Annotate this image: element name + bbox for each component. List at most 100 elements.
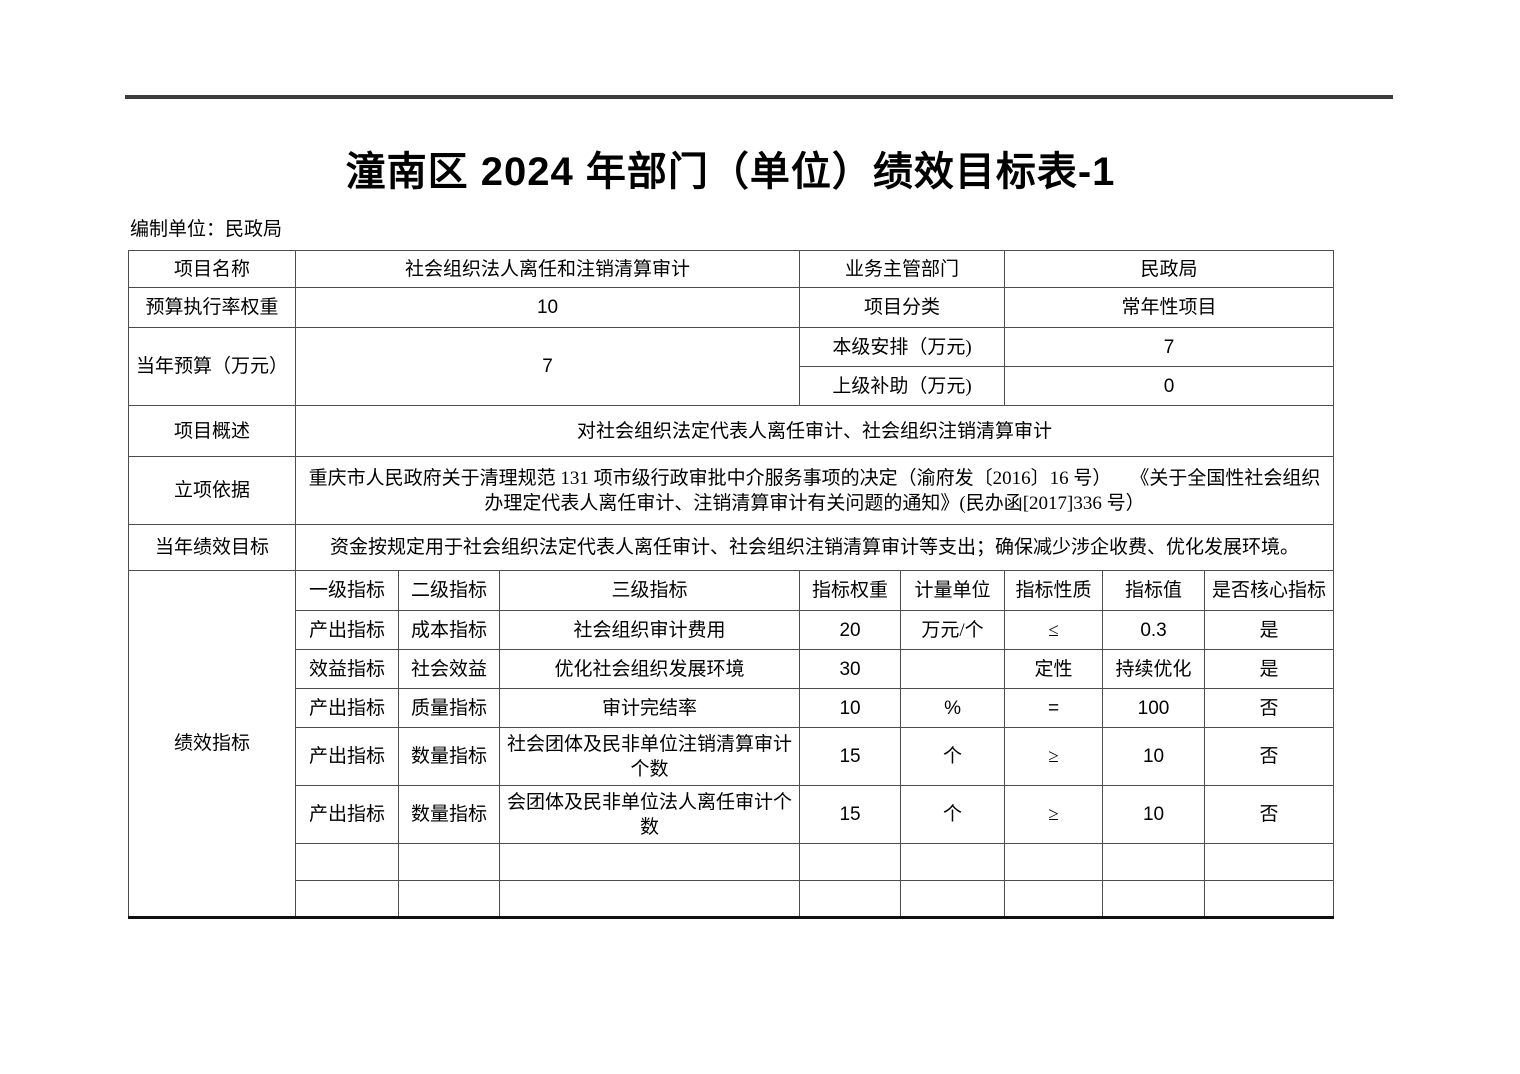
indicator-level1 — [295, 843, 399, 881]
indicator-level1: 产出指标 — [295, 785, 399, 844]
indicator-unit: 个 — [900, 727, 1006, 786]
indicator-level1: 产出指标 — [295, 610, 399, 650]
superior-subsidy-label: 上级补助（万元) — [799, 366, 1006, 406]
indicator-value — [1102, 843, 1206, 881]
indicator-level2 — [398, 880, 500, 918]
indicator-weight: 20 — [799, 610, 902, 650]
indicator-level2 — [398, 843, 500, 881]
indicator-nature — [1004, 843, 1104, 881]
row-annual-budget-bottom: 上级补助（万元) 0 — [129, 366, 1335, 406]
supervisor-dept-value: 民政局 — [1004, 250, 1335, 288]
header-unit: 计量单位 — [900, 570, 1006, 611]
indicator-level1: 产出指标 — [295, 727, 399, 786]
indicator-row: 产出指标 数量指标 会团体及民非单位法人离任审计个数 15 个 ≥ 10 否 — [129, 785, 1335, 844]
row-annual-budget-top: 当年预算（万元） 7 本级安排（万元) 7 — [128, 327, 1335, 406]
prepared-by-label: 编制单位：民政局 — [130, 219, 283, 240]
indicator-core — [1204, 880, 1335, 918]
indicator-value: 0.3 — [1102, 610, 1206, 650]
indicator-level3: 审计完结率 — [498, 688, 801, 728]
indicator-level2: 社会效益 — [398, 649, 500, 689]
indicator-value: 10 — [1102, 727, 1206, 786]
header-nature: 指标性质 — [1004, 570, 1104, 611]
indicator-nature: = — [1004, 688, 1104, 728]
indicator-weight — [799, 843, 902, 881]
exec-rate-weight-label: 预算执行率权重 — [128, 287, 296, 328]
indicator-nature — [1004, 880, 1104, 918]
indicator-empty-row — [129, 880, 1335, 918]
row-annual-goal: 当年绩效目标 资金按规定用于社会组织法定代表人离任审计、社会组织注销清算审计等支… — [128, 524, 1335, 571]
indicator-row: 效益指标 社会效益 优化社会组织发展环境 30 定性 持续优化 是 — [129, 649, 1335, 689]
indicator-value: 10 — [1102, 785, 1206, 844]
basis-label: 立项依据 — [128, 456, 296, 525]
indicator-level3 — [498, 880, 801, 918]
indicator-level3 — [498, 843, 801, 881]
indicator-core: 是 — [1204, 649, 1335, 689]
indicator-value: 100 — [1102, 688, 1206, 728]
indicator-value: 持续优化 — [1102, 649, 1206, 689]
project-category-value: 常年性项目 — [1004, 287, 1335, 328]
indicator-section-label: 绩效指标 — [128, 570, 296, 918]
overview-value: 对社会组织法定代表人离任审计、社会组织注销清算审计 — [294, 405, 1335, 457]
indicator-level3: 社会组织审计费用 — [498, 610, 801, 650]
indicator-level1: 效益指标 — [295, 649, 399, 689]
header-value: 指标值 — [1102, 570, 1206, 611]
indicator-core: 否 — [1204, 785, 1335, 844]
indicator-weight — [799, 880, 902, 918]
indicator-level2: 质量指标 — [398, 688, 500, 728]
header-weight: 指标权重 — [799, 570, 902, 611]
local-arrangement-label: 本级安排（万元) — [799, 327, 1006, 367]
indicator-level1: 产出指标 — [295, 688, 399, 728]
indicator-row: 产出指标 质量指标 审计完结率 10 % = 100 否 — [129, 688, 1335, 728]
indicator-unit: 个 — [900, 785, 1006, 844]
indicator-level3: 会团体及民非单位法人离任审计个数 — [498, 785, 801, 844]
indicator-level2: 成本指标 — [398, 610, 500, 650]
indicator-nature: 定性 — [1004, 649, 1104, 689]
header-rule — [125, 95, 1393, 99]
local-arrangement-value: 7 — [1004, 327, 1335, 367]
indicator-row: 产出指标 成本指标 社会组织审计费用 20 万元/个 ≤ 0.3 是 — [129, 610, 1335, 650]
indicator-header-row: 绩效指标 一级指标 二级指标 三级指标 指标权重 计量单位 指标性质 指标值 是… — [128, 570, 1335, 918]
project-category-label: 项目分类 — [799, 287, 1006, 328]
indicator-nature: ≤ — [1004, 610, 1104, 650]
indicator-weight: 10 — [799, 688, 902, 728]
header-core: 是否核心指标 — [1204, 570, 1335, 611]
indicator-unit: 万元/个 — [900, 610, 1006, 650]
exec-rate-weight-value: 10 — [294, 287, 801, 328]
indicator-level1 — [295, 880, 399, 918]
row-overview: 项目概述 对社会组织法定代表人离任审计、社会组织注销清算审计 — [128, 405, 1335, 457]
row-project-name: 项目名称 社会组织法人离任和注销清算审计 业务主管部门 民政局 — [128, 250, 1335, 288]
indicator-core: 否 — [1204, 727, 1335, 786]
indicator-unit: % — [900, 688, 1006, 728]
row-basis: 立项依据 重庆市人民政府关于清理规范 131 项市级行政审批中介服务事项的决定（… — [128, 456, 1335, 525]
indicator-level3: 优化社会组织发展环境 — [498, 649, 801, 689]
indicator-weight: 30 — [799, 649, 902, 689]
overview-label: 项目概述 — [128, 405, 296, 457]
indicator-unit — [900, 649, 1006, 689]
indicator-empty-row — [129, 843, 1335, 881]
indicator-level2: 数量指标 — [398, 727, 500, 786]
project-name-value: 社会组织法人离任和注销清算审计 — [294, 250, 801, 288]
annual-goal-label: 当年绩效目标 — [128, 524, 296, 571]
indicator-nature: ≥ — [1004, 727, 1104, 786]
performance-target-table: 项目名称 社会组织法人离任和注销清算审计 业务主管部门 民政局 预算执行率权重 … — [128, 250, 1335, 919]
indicator-core — [1204, 843, 1335, 881]
indicator-nature: ≥ — [1004, 785, 1104, 844]
indicator-core: 是 — [1204, 610, 1335, 650]
indicator-row: 产出指标 数量指标 社会团体及民非单位注销清算审计个数 15 个 ≥ 10 否 — [129, 727, 1335, 786]
annual-budget-value: 7 — [294, 327, 801, 406]
superior-subsidy-value: 0 — [1004, 366, 1335, 406]
header-level1: 一级指标 — [295, 570, 399, 611]
indicator-level2: 数量指标 — [398, 785, 500, 844]
annual-goal-value: 资金按规定用于社会组织法定代表人离任审计、社会组织注销清算审计等支出；确保减少涉… — [294, 524, 1335, 571]
header-level2: 二级指标 — [398, 570, 500, 611]
page-title: 潼南区 2024 年部门（单位）绩效目标表-1 — [345, 150, 1116, 194]
indicator-value — [1102, 880, 1206, 918]
indicator-unit — [900, 843, 1006, 881]
indicator-weight: 15 — [799, 785, 902, 844]
indicator-level3: 社会团体及民非单位注销清算审计个数 — [498, 727, 801, 786]
row-budget-weight: 预算执行率权重 10 项目分类 常年性项目 — [128, 287, 1335, 328]
project-name-label: 项目名称 — [128, 250, 296, 288]
indicator-unit — [900, 880, 1006, 918]
indicator-core: 否 — [1204, 688, 1335, 728]
